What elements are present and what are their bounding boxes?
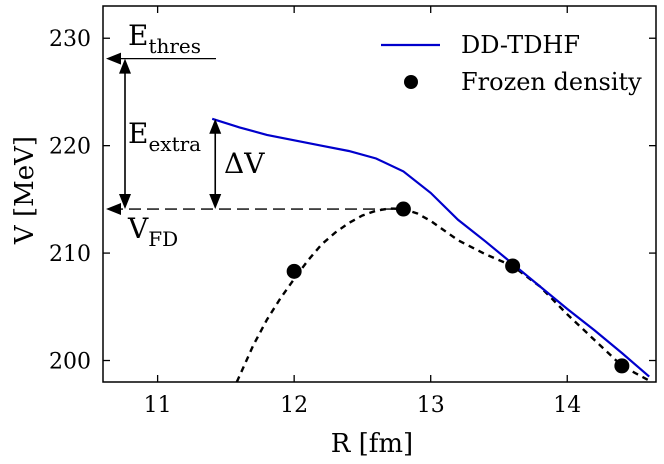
frozen-density-series: [286, 201, 630, 374]
y-tick-label: 210: [49, 242, 91, 267]
x-tick-label: 11: [144, 393, 172, 418]
vfd-label: VFD: [127, 212, 178, 251]
plot-frame: [102, 5, 657, 383]
axis-ticks: 11 12 13 14 200 210 220 230: [49, 6, 656, 418]
frozen-density-point: [614, 358, 630, 374]
y-tick-label: 230: [49, 27, 91, 52]
frozen-density-point: [286, 263, 302, 279]
dd-tdhf-series: [211, 117, 650, 378]
x-tick-label: 14: [553, 393, 581, 418]
x-tick-label: 12: [280, 393, 308, 418]
dd-tdhf-line: [211, 117, 650, 378]
y-tick-label: 220: [49, 135, 91, 160]
y-tick-label: 200: [49, 350, 91, 375]
legend-label-dd-tdhf: DD-TDHF: [461, 31, 580, 59]
legend-marker-swatch: [404, 75, 418, 89]
x-tick-label: 13: [417, 393, 445, 418]
legend-label-frozen-density: Frozen density: [461, 68, 642, 96]
energy-annotations: Ethres Eextra ΔV VFD: [106, 19, 404, 251]
ethres-label: Ethres: [128, 19, 201, 58]
frozen-density-point: [505, 258, 521, 274]
x-axis-label: R [fm]: [331, 429, 413, 459]
eextra-label: Eextra: [128, 117, 201, 156]
delta-v-label: ΔV: [224, 147, 265, 180]
legend: DD-TDHF Frozen density: [381, 31, 642, 96]
frozen-density-fit-curve: [235, 207, 653, 384]
frozen-density-dashed-curve: [235, 207, 653, 384]
y-axis-label: V [MeV]: [10, 136, 40, 245]
